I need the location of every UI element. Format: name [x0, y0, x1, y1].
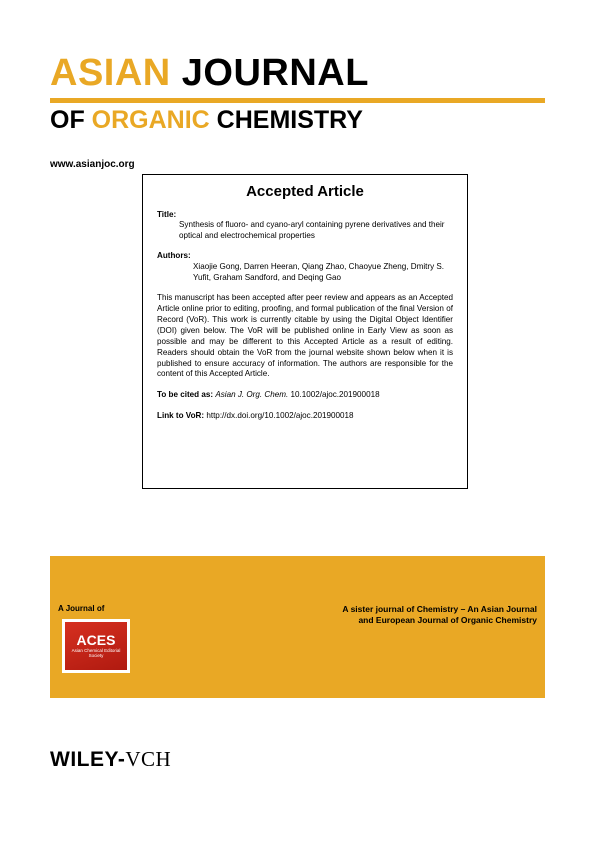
journal-title-line1: ASIAN JOURNAL: [50, 54, 545, 92]
masthead-divider: [50, 98, 545, 103]
article-title-field: Title: Synthesis of fluoro- and cyano-ar…: [157, 210, 453, 243]
page-container: ASIAN JOURNAL OF ORGANIC CHEMISTRY www.a…: [0, 0, 595, 842]
journal-of-column: A Journal of ACES Asian Chemical Editori…: [58, 602, 148, 673]
journal-title-of: OF: [50, 106, 92, 134]
accepted-article-heading: Accepted Article: [157, 183, 453, 200]
journal-of-label: A Journal of: [58, 604, 148, 613]
article-description: This manuscript has been accepted after …: [157, 293, 453, 380]
sister-journal-line2: and European Journal of Organic Chemistr…: [198, 615, 537, 626]
publisher-vch: VCH: [125, 747, 171, 771]
sister-journal-line1: A sister journal of Chemistry – An Asian…: [198, 604, 537, 615]
link-vor-label: Link to VoR:: [157, 411, 204, 420]
cited-as-field: To be cited as: Asian J. Org. Chem. 10.1…: [157, 390, 453, 399]
footer-band-content: A Journal of ACES Asian Chemical Editori…: [50, 602, 545, 673]
journal-title-line2: OF ORGANIC CHEMISTRY: [50, 107, 545, 135]
cited-as-journal: Asian J. Org. Chem.: [215, 390, 288, 399]
article-authors-text: Xiaojie Gong, Darren Heeran, Qiang Zhao,…: [193, 262, 453, 284]
journal-title-journal: JOURNAL: [171, 52, 369, 94]
accepted-article-box: Accepted Article Title: Synthesis of flu…: [142, 174, 468, 490]
aces-badge-title: ACES: [77, 633, 116, 647]
link-vor-url: http://dx.doi.org/10.1002/ajoc.201900018: [206, 411, 353, 420]
journal-title-chemistry: CHEMISTRY: [210, 106, 363, 134]
article-title-text: Synthesis of fluoro- and cyano-aryl cont…: [179, 220, 453, 242]
link-vor-field: Link to VoR: http://dx.doi.org/10.1002/a…: [157, 411, 453, 420]
article-authors-label: Authors:: [157, 251, 191, 260]
journal-website: www.asianjoc.org: [50, 159, 545, 170]
cited-as-label: To be cited as:: [157, 390, 213, 399]
aces-badge: ACES Asian Chemical Editorial Society: [62, 619, 130, 673]
cited-as-doi: 10.1002/ajoc.201900018: [290, 390, 379, 399]
journal-title-asian: ASIAN: [50, 52, 171, 94]
sister-journal-column: A sister journal of Chemistry – An Asian…: [148, 602, 537, 673]
article-authors-field: Authors: Xiaojie Gong, Darren Heeran, Qi…: [157, 251, 453, 284]
journal-title-organic: ORGANIC: [92, 106, 210, 134]
publisher-wiley: WILEY-: [50, 748, 125, 771]
publisher-logo: WILEY-VCH: [50, 747, 171, 772]
article-title-label: Title:: [157, 210, 176, 219]
aces-badge-subtitle: Asian Chemical Editorial Society: [65, 649, 127, 659]
